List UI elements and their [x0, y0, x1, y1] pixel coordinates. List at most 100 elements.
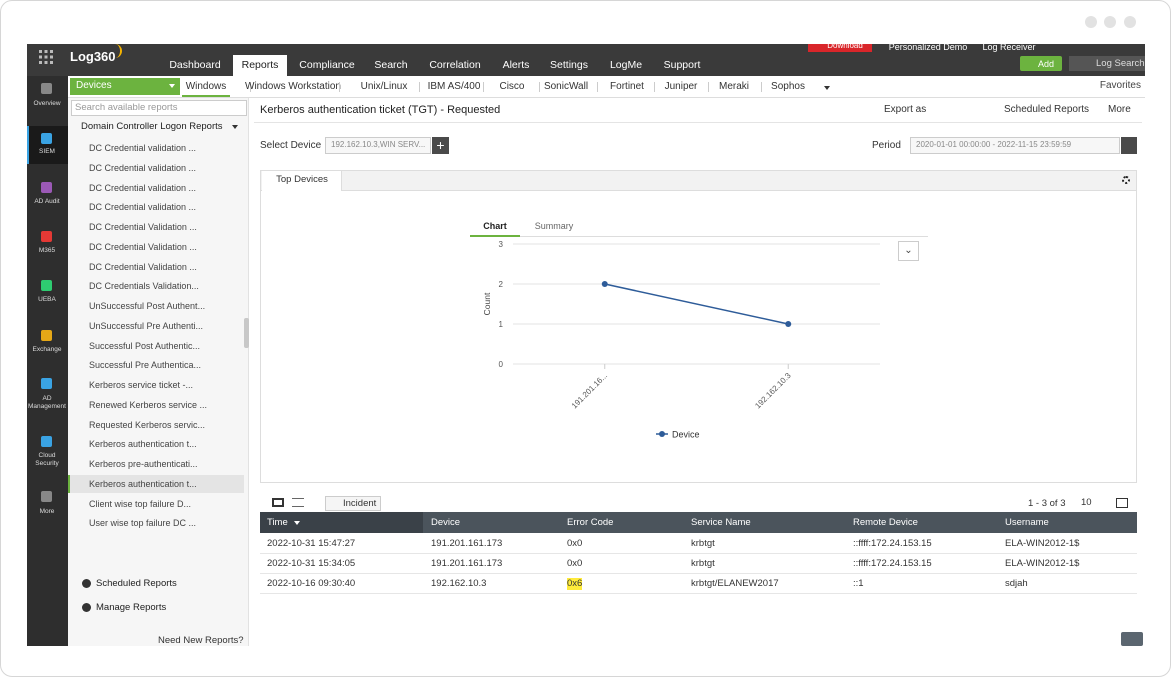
side-nav-label[interactable]: AD Audit — [34, 198, 60, 205]
page-size[interactable]: 10 — [1081, 497, 1092, 508]
add-label[interactable]: Add — [1037, 59, 1055, 69]
nav-tab[interactable]: Support — [663, 59, 701, 71]
nav-tab[interactable]: Dashboard — [169, 59, 221, 71]
device-input[interactable] — [325, 137, 431, 154]
side-nav-label[interactable]: Exchange — [32, 346, 62, 353]
device-menu[interactable] — [70, 78, 180, 95]
log-receiver-link[interactable]: Log Receiver — [982, 42, 1036, 52]
sub-nav-tab[interactable]: Windows Workstation — [245, 81, 341, 92]
incident-button[interactable] — [325, 496, 381, 511]
side-nav-icon[interactable] — [41, 436, 52, 447]
scheduled-reports-button[interactable]: Scheduled Reports — [1004, 104, 1090, 115]
sub-nav-more[interactable] — [824, 86, 830, 90]
sub-nav-tab[interactable]: Meraki — [718, 81, 750, 92]
logo[interactable]: Log360 — [70, 49, 116, 64]
side-nav-icon[interactable] — [41, 182, 52, 193]
side-nav-label[interactable]: Cloud Security — [35, 452, 59, 467]
side-nav-icon[interactable] — [41, 133, 52, 144]
side-nav-icon[interactable] — [41, 330, 52, 341]
report-item[interactable]: Client wise top failure D... — [89, 498, 192, 509]
side-nav-icon[interactable] — [41, 280, 52, 291]
side-nav-label[interactable]: UEBA — [38, 296, 56, 303]
side-nav-label[interactable]: Overview — [33, 100, 61, 107]
column-chooser[interactable] — [1116, 498, 1128, 508]
report-item[interactable]: UnSuccessful Pre Authenti... — [89, 320, 204, 331]
collapse-handle[interactable] — [244, 318, 249, 348]
side-nav-icon[interactable] — [41, 83, 52, 94]
report-item[interactable]: DC Credential Validation ... — [89, 222, 197, 232]
incident-label[interactable]: Incident — [343, 498, 377, 509]
sub-nav-tab[interactable]: Juniper — [664, 81, 698, 92]
sub-nav-tab[interactable]: IBM AS/400 — [427, 81, 481, 92]
report-item[interactable]: DC Credential validation ... — [89, 162, 197, 173]
sub-nav-tab[interactable]: Cisco — [499, 81, 525, 92]
demo-link[interactable]: Personalized Demo — [888, 42, 968, 52]
report-item[interactable]: DC Credential validation ... — [89, 182, 197, 193]
nav-tab[interactable]: Alerts — [502, 59, 530, 71]
grid-view-icon[interactable] — [272, 498, 284, 507]
report-item[interactable]: Renewed Kerberos service ... — [89, 399, 208, 410]
report-item[interactable]: Kerberos authentication t... — [89, 439, 197, 450]
sub-nav-tab[interactable]: Fortinet — [610, 81, 644, 92]
device-menu-label[interactable]: Devices — [76, 80, 112, 91]
report-item[interactable]: Successful Pre Authentica... — [89, 360, 202, 371]
favorites-link[interactable]: Favorites — [1099, 80, 1141, 91]
new-report-link[interactable]: Need New Reports? — [158, 635, 244, 646]
column-header[interactable]: Time — [267, 517, 288, 528]
report-item[interactable]: DC Credentials Validation... — [89, 281, 199, 292]
chat-icon[interactable] — [1121, 632, 1143, 646]
nav-tab[interactable]: Compliance — [299, 59, 355, 71]
download-link[interactable]: Download — [827, 41, 863, 50]
download-button[interactable] — [808, 44, 872, 52]
report-item[interactable]: UnSuccessful Post Authent... — [89, 301, 206, 311]
period-value[interactable]: 2020-01-01 00:00:00 - 2022-11-15 23:59:5… — [916, 140, 1072, 149]
device-value[interactable]: 192.162.10.3,WIN SERV... — [331, 140, 426, 149]
report-search-placeholder[interactable]: Search available reports — [75, 102, 178, 113]
add-button[interactable] — [1020, 56, 1062, 71]
side-nav-icon[interactable] — [41, 378, 52, 389]
list-view-icon[interactable] — [292, 498, 304, 507]
chart-tab[interactable]: Summary — [534, 221, 574, 231]
report-item[interactable]: DC Credential validation ... — [89, 202, 197, 213]
side-nav-icon[interactable] — [41, 491, 52, 502]
side-nav-label[interactable]: M365 — [38, 247, 56, 254]
sub-nav-tab[interactable]: Unix/Linux — [360, 81, 408, 92]
report-item[interactable]: Successful Post Authentic... — [89, 340, 201, 351]
column-header[interactable]: Username — [1005, 517, 1049, 528]
column-header[interactable]: Service Name — [691, 517, 751, 528]
side-nav-label[interactable]: More — [39, 508, 55, 515]
report-group[interactable]: Domain Controller Logon Reports — [81, 121, 223, 132]
scheduled-reports-link[interactable]: Scheduled Reports — [96, 578, 177, 589]
sub-nav-tab[interactable]: Windows — [185, 81, 227, 92]
report-item[interactable]: DC Credential validation ... — [89, 143, 197, 153]
panel-tab-label[interactable]: Top Devices — [276, 174, 328, 185]
nav-tab[interactable]: Reports — [241, 59, 279, 71]
report-item[interactable]: Kerberos service ticket -... — [89, 380, 194, 390]
report-item[interactable]: Kerberos pre-authenticati... — [89, 459, 198, 469]
chart-tab[interactable]: Chart — [483, 221, 507, 231]
side-nav-label[interactable]: AD Management — [28, 395, 66, 410]
panel-tab[interactable] — [262, 171, 342, 191]
export-menu[interactable]: Export as — [884, 104, 927, 115]
nav-tab[interactable]: LogMe — [609, 59, 643, 71]
column-header[interactable]: Device — [431, 517, 461, 528]
side-nav-icon[interactable] — [41, 231, 52, 242]
sub-nav-tab[interactable]: SonicWall — [543, 81, 589, 92]
report-item[interactable]: DC Credential Validation ... — [89, 241, 197, 252]
chart-menu-button[interactable]: ⌄ — [898, 241, 919, 261]
report-search[interactable] — [71, 100, 247, 116]
side-nav-label[interactable]: SIEM — [39, 148, 55, 155]
nav-tab[interactable]: Search — [374, 59, 408, 71]
column-header[interactable]: Error Code — [567, 517, 614, 528]
report-item[interactable]: Requested Kerberos servic... — [89, 419, 206, 430]
calendar-button[interactable] — [1121, 137, 1137, 154]
report-item[interactable]: DC Credential Validation ... — [89, 261, 197, 272]
settings-gear[interactable] — [1122, 176, 1130, 184]
log-search-box[interactable] — [1069, 56, 1145, 71]
nav-tab[interactable]: Settings — [550, 59, 588, 71]
period-input[interactable] — [910, 137, 1120, 154]
nav-tab[interactable]: Correlation — [429, 59, 481, 71]
sub-nav-tab[interactable]: Sophos — [771, 81, 805, 92]
apps-grid-icon[interactable] — [39, 50, 53, 64]
report-item[interactable]: User wise top failure DC ... — [89, 518, 197, 529]
